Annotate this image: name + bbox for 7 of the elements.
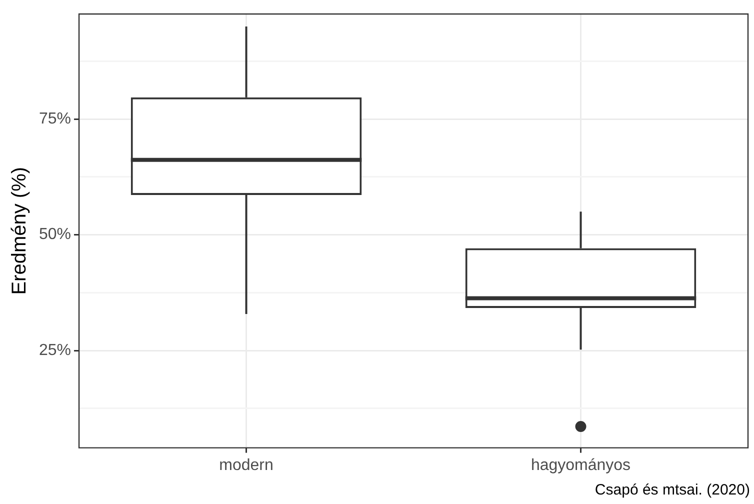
x-tick-label: modern [219, 456, 274, 474]
y-tick-label: 25% [38, 342, 72, 359]
text: Csapó és mtsai. (2020) [594, 482, 750, 499]
y-tick-label: 50% [38, 226, 72, 244]
x-tick-label: hagyományos [530, 456, 631, 474]
y-tick-label: 75% [38, 110, 72, 128]
y-axis-title: Eredmény (%) [8, 166, 31, 295]
